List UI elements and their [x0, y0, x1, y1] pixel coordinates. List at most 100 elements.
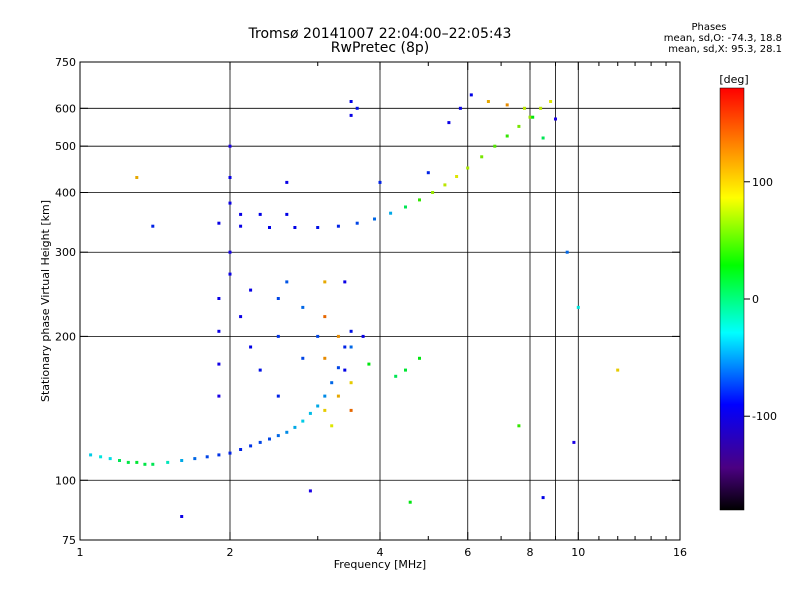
echo-point: [404, 368, 407, 372]
echo-point: [343, 368, 347, 372]
echo-point: [343, 345, 347, 349]
echo-point: [276, 334, 280, 338]
echo-point: [349, 345, 353, 349]
echo-point: [528, 115, 532, 119]
echo-point: [517, 424, 521, 428]
echo-point: [539, 106, 543, 110]
colorbar-tick-label: 0: [752, 293, 759, 306]
echo-point: [367, 362, 371, 366]
colorbar-tick-label: 100: [752, 176, 773, 189]
echo-point: [336, 224, 340, 228]
echo-point: [378, 180, 382, 184]
echo-point: [466, 166, 470, 170]
grid-lines: [80, 62, 680, 540]
echo-point: [426, 171, 430, 175]
echo-point: [228, 451, 232, 455]
echo-point: [268, 437, 271, 441]
echo-point: [323, 408, 327, 412]
echo-point: [285, 430, 289, 434]
echo-point: [258, 440, 262, 444]
y-tick-label: 75: [62, 534, 76, 547]
colorbar-label: [deg]: [719, 73, 748, 86]
echo-point: [217, 329, 221, 333]
echo-point: [316, 404, 320, 408]
echo-point: [135, 176, 139, 179]
echo-point: [480, 155, 484, 159]
echo-point: [285, 280, 289, 284]
y-tick-label: 500: [55, 140, 76, 153]
echo-point: [301, 305, 305, 309]
echo-point: [531, 115, 535, 119]
echo-point: [276, 434, 280, 438]
echo-point: [576, 305, 580, 309]
y-tick-label: 200: [55, 330, 76, 343]
echo-point: [316, 334, 320, 338]
echo-point: [89, 453, 93, 457]
echo-point: [336, 334, 340, 338]
echo-point: [323, 356, 327, 360]
chart-subtitle: RwPretec (8p): [330, 40, 430, 56]
echo-point: [323, 280, 327, 284]
echo-point: [389, 211, 393, 215]
echo-point: [308, 411, 312, 415]
echo-point: [228, 144, 232, 148]
echo-point: [228, 176, 232, 179]
echo-point: [486, 100, 490, 103]
echo-points: [89, 93, 620, 518]
echo-point: [217, 297, 221, 300]
echo-point: [336, 366, 340, 370]
echo-point: [355, 221, 359, 225]
echo-point: [239, 212, 243, 216]
echo-point: [323, 315, 327, 319]
echo-point: [373, 217, 376, 221]
y-tick-label: 300: [55, 246, 76, 259]
echo-point: [249, 288, 253, 292]
echo-point: [330, 424, 334, 428]
echo-point: [404, 205, 407, 209]
y-tick-label: 750: [55, 56, 76, 69]
echo-point: [99, 455, 103, 459]
echo-point: [517, 124, 521, 128]
echo-point: [349, 113, 353, 117]
echo-point: [330, 381, 334, 385]
echo-point: [293, 226, 297, 229]
colorbar-ticks: 100 0 -100: [744, 176, 777, 423]
echo-point: [166, 460, 170, 464]
echo-point: [343, 280, 347, 284]
echo-point: [151, 224, 155, 228]
y-axis-label: Stationary phase Virtual Height [km]: [39, 200, 52, 402]
echo-point: [549, 100, 553, 103]
echo-point: [268, 226, 271, 229]
echo-point: [349, 329, 353, 333]
echo-point: [355, 106, 359, 110]
echo-point: [151, 462, 155, 466]
echo-point: [523, 106, 526, 110]
y-tick-label: 100: [55, 474, 76, 487]
echo-point: [293, 425, 297, 429]
echo-point: [239, 315, 243, 319]
echo-point: [249, 444, 253, 448]
echo-point: [258, 368, 262, 372]
echo-point: [276, 297, 280, 300]
x-axis-label: Frequency [MHz]: [334, 558, 426, 571]
echo-point: [394, 374, 398, 378]
echo-point: [541, 496, 545, 500]
phase-statistics: Phases mean, sd,O: -74.3, 18.8 mean, sd,…: [606, 22, 782, 55]
x-tick-label: 6: [464, 546, 471, 559]
x-tick-label: 2: [227, 546, 234, 559]
echo-point: [458, 106, 462, 110]
echo-point: [565, 250, 569, 254]
echo-point: [193, 457, 197, 461]
echo-point: [349, 381, 353, 385]
chart-title: Tromsø 20141007 22:04:00–22:05:43: [248, 26, 512, 42]
echo-point: [572, 440, 576, 444]
echo-point: [447, 121, 451, 125]
echo-point: [505, 103, 509, 107]
echo-point: [126, 460, 130, 464]
echo-point: [205, 455, 209, 459]
echo-point: [336, 394, 340, 398]
echo-point: [180, 515, 184, 518]
echo-point: [443, 183, 447, 187]
echo-point: [316, 226, 320, 229]
